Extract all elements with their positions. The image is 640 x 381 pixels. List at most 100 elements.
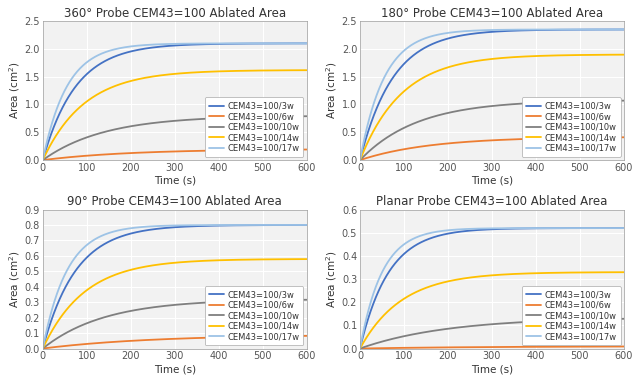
CEM43=100/14w (612, 270, 620, 275)
CEM43=100/17w (620, 226, 628, 231)
CEM43=100/3w (52, 305, 60, 309)
CEM43=100/17w (52, 108, 60, 112)
CEM43=100/14w (295, 68, 303, 72)
Legend: CEM43=100/3w, CEM43=100/6w, CEM43=100/10w, CEM43=100/14w, CEM43=100/17w: CEM43=100/3w, CEM43=100/6w, CEM43=100/10… (522, 98, 621, 157)
CEM43=100/17w (612, 226, 620, 231)
CEM43=100/10w (39, 346, 47, 351)
Line: CEM43=100/14w: CEM43=100/14w (43, 259, 307, 349)
CEM43=100/3w (295, 223, 303, 227)
CEM43=100/3w (295, 41, 303, 46)
Line: CEM43=100/3w: CEM43=100/3w (43, 225, 307, 349)
CEM43=100/14w (303, 257, 310, 261)
CEM43=100/17w (612, 27, 620, 32)
Title: 180° Probe CEM43=100 Ablated Area: 180° Probe CEM43=100 Ablated Area (381, 7, 603, 20)
CEM43=100/3w (612, 226, 620, 231)
CEM43=100/10w (477, 323, 485, 327)
CEM43=100/6w (167, 149, 175, 154)
CEM43=100/14w (484, 273, 492, 278)
CEM43=100/3w (477, 227, 485, 232)
CEM43=100/14w (356, 346, 364, 351)
Title: 360° Probe CEM43=100 Ablated Area: 360° Probe CEM43=100 Ablated Area (63, 7, 286, 20)
CEM43=100/6w (52, 156, 60, 161)
CEM43=100/14w (303, 68, 310, 72)
CEM43=100/3w (484, 227, 492, 232)
CEM43=100/17w (160, 42, 168, 46)
CEM43=100/14w (52, 133, 60, 138)
CEM43=100/14w (484, 57, 492, 62)
CEM43=100/6w (246, 148, 254, 152)
Y-axis label: Area (cm$^2$): Area (cm$^2$) (324, 62, 339, 119)
CEM43=100/3w (620, 27, 628, 32)
CEM43=100/14w (370, 129, 378, 133)
CEM43=100/14w (295, 257, 303, 261)
CEM43=100/10w (477, 105, 485, 109)
CEM43=100/6w (612, 344, 620, 349)
CEM43=100/17w (160, 224, 168, 228)
Line: CEM43=100/14w: CEM43=100/14w (43, 70, 307, 160)
CEM43=100/10w (160, 304, 168, 308)
X-axis label: Time (s): Time (s) (471, 176, 513, 186)
CEM43=100/3w (295, 41, 303, 46)
CEM43=100/10w (564, 318, 572, 322)
CEM43=100/10w (564, 99, 572, 104)
CEM43=100/10w (356, 346, 364, 351)
CEM43=100/17w (564, 27, 572, 32)
CEM43=100/6w (612, 135, 620, 139)
CEM43=100/10w (612, 317, 620, 321)
CEM43=100/17w (370, 102, 378, 107)
CEM43=100/3w (303, 223, 310, 227)
CEM43=100/6w (246, 335, 254, 339)
Line: CEM43=100/3w: CEM43=100/3w (360, 29, 624, 160)
Line: CEM43=100/10w: CEM43=100/10w (360, 101, 624, 160)
CEM43=100/6w (295, 147, 303, 152)
CEM43=100/14w (612, 53, 620, 57)
CEM43=100/3w (612, 27, 620, 32)
Line: CEM43=100/17w: CEM43=100/17w (360, 228, 624, 349)
CEM43=100/14w (370, 325, 378, 330)
CEM43=100/10w (167, 119, 175, 123)
CEM43=100/6w (303, 334, 310, 338)
CEM43=100/10w (295, 298, 303, 302)
CEM43=100/3w (484, 30, 492, 34)
CEM43=100/10w (370, 145, 378, 150)
CEM43=100/14w (295, 68, 303, 72)
Y-axis label: Area (cm$^2$): Area (cm$^2$) (7, 250, 22, 308)
CEM43=100/3w (612, 226, 620, 231)
CEM43=100/17w (246, 41, 254, 46)
Line: CEM43=100/10w: CEM43=100/10w (43, 116, 307, 160)
CEM43=100/3w (52, 118, 60, 123)
CEM43=100/10w (303, 298, 310, 302)
Line: CEM43=100/14w: CEM43=100/14w (360, 272, 624, 349)
CEM43=100/3w (39, 346, 47, 351)
CEM43=100/6w (160, 337, 168, 341)
CEM43=100/6w (356, 158, 364, 162)
CEM43=100/3w (160, 44, 168, 49)
CEM43=100/17w (167, 223, 175, 228)
CEM43=100/17w (303, 223, 310, 227)
Line: CEM43=100/3w: CEM43=100/3w (43, 43, 307, 160)
Line: CEM43=100/10w: CEM43=100/10w (43, 300, 307, 349)
CEM43=100/3w (370, 114, 378, 118)
CEM43=100/3w (564, 226, 572, 231)
CEM43=100/6w (52, 344, 60, 349)
X-axis label: Time (s): Time (s) (154, 176, 196, 186)
CEM43=100/14w (477, 58, 485, 62)
CEM43=100/10w (303, 114, 310, 118)
CEM43=100/10w (52, 149, 60, 154)
CEM43=100/6w (303, 147, 310, 152)
CEM43=100/6w (370, 346, 378, 351)
X-axis label: Time (s): Time (s) (154, 364, 196, 374)
CEM43=100/17w (612, 27, 620, 32)
CEM43=100/6w (484, 138, 492, 143)
CEM43=100/10w (295, 114, 303, 118)
CEM43=100/10w (612, 317, 620, 321)
CEM43=100/17w (295, 223, 303, 227)
CEM43=100/3w (295, 223, 303, 227)
Line: CEM43=100/6w: CEM43=100/6w (43, 336, 307, 349)
Title: Planar Probe CEM43=100 Ablated Area: Planar Probe CEM43=100 Ablated Area (376, 195, 607, 208)
CEM43=100/10w (484, 322, 492, 327)
CEM43=100/3w (167, 43, 175, 48)
CEM43=100/10w (620, 317, 628, 321)
CEM43=100/14w (52, 322, 60, 326)
CEM43=100/17w (356, 346, 364, 351)
